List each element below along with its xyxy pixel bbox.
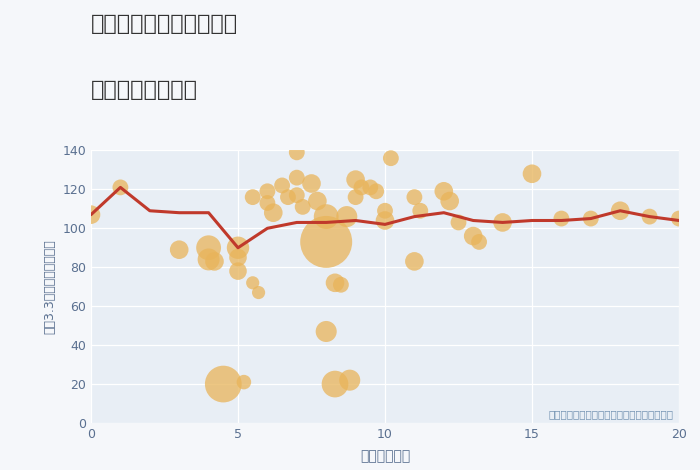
Point: [615, 207, 626, 214]
Point: [526, 170, 538, 178]
Y-axis label: 坪（3.3㎡）単価（万円）: 坪（3.3㎡）単価（万円）: [43, 239, 57, 334]
Point: [297, 203, 308, 211]
Point: [321, 238, 332, 246]
Point: [267, 209, 279, 217]
Point: [238, 378, 249, 386]
Text: 駅距離別土地価格: 駅距離別土地価格: [91, 80, 198, 100]
Point: [115, 184, 126, 191]
Point: [453, 219, 464, 226]
Point: [350, 176, 361, 183]
Point: [85, 211, 97, 219]
Point: [585, 215, 596, 222]
Point: [312, 197, 323, 205]
Point: [291, 174, 302, 181]
Point: [379, 207, 391, 214]
Point: [232, 254, 244, 261]
Point: [203, 256, 214, 263]
Point: [473, 238, 484, 246]
Text: 兵庫県西宮市上甲東園の: 兵庫県西宮市上甲東園の: [91, 14, 238, 34]
Point: [344, 376, 356, 384]
Point: [321, 328, 332, 335]
Point: [291, 191, 302, 199]
Point: [370, 188, 382, 195]
Point: [330, 279, 341, 287]
Point: [385, 155, 396, 162]
Point: [341, 213, 352, 220]
Point: [335, 281, 346, 289]
Point: [330, 380, 341, 388]
Point: [174, 246, 185, 253]
Point: [247, 279, 258, 287]
Point: [468, 232, 479, 240]
Point: [556, 215, 567, 222]
Point: [497, 219, 508, 226]
Point: [276, 182, 288, 189]
Point: [218, 380, 229, 388]
X-axis label: 駅距離（分）: 駅距離（分）: [360, 449, 410, 463]
Point: [379, 217, 391, 224]
Point: [291, 149, 302, 156]
Point: [262, 188, 273, 195]
Point: [414, 207, 426, 214]
Point: [247, 193, 258, 201]
Point: [356, 184, 367, 191]
Point: [350, 193, 361, 201]
Point: [438, 188, 449, 195]
Point: [232, 267, 244, 275]
Point: [306, 180, 317, 187]
Point: [644, 213, 655, 220]
Point: [282, 193, 293, 201]
Point: [673, 215, 685, 222]
Point: [232, 244, 244, 251]
Point: [409, 193, 420, 201]
Point: [253, 289, 264, 296]
Point: [262, 199, 273, 207]
Text: 円の大きさは、取引のあった物件面積を示す: 円の大きさは、取引のあった物件面積を示す: [548, 409, 673, 419]
Point: [203, 244, 214, 251]
Point: [444, 197, 455, 205]
Point: [321, 213, 332, 220]
Point: [365, 184, 376, 191]
Point: [209, 258, 220, 265]
Point: [409, 258, 420, 265]
